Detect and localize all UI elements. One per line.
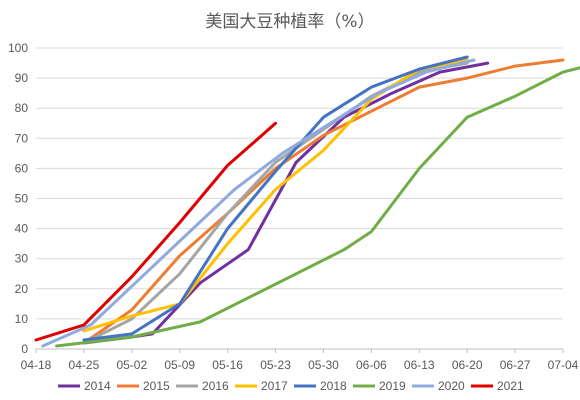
y-tick-label: 60	[15, 161, 29, 175]
legend-item-2016: 2016	[176, 379, 229, 393]
y-tick-label: 20	[15, 282, 29, 296]
legend-item-2015: 2015	[117, 379, 170, 393]
series-line-2021	[34, 121, 277, 342]
legend-label: 2018	[320, 379, 347, 393]
legend-label: 2017	[261, 379, 288, 393]
x-tick-label: 05-09	[164, 358, 195, 372]
y-tick-label: 40	[15, 222, 29, 236]
legend: 2014 2015 2016 2017 2018 2019 2020 2021	[58, 379, 524, 393]
legend-label: 2015	[143, 379, 170, 393]
series-line-2015	[82, 58, 565, 345]
series-line-2018	[82, 55, 469, 342]
series-line-2020	[41, 58, 476, 348]
x-tick-label: 05-02	[116, 358, 147, 372]
series-line-2017	[82, 58, 469, 333]
legend-label: 2016	[202, 379, 229, 393]
legend-item-2017: 2017	[235, 379, 288, 393]
x-tick-label: 06-13	[404, 358, 435, 372]
legend-item-2018: 2018	[294, 379, 347, 393]
legend-item-2019: 2019	[353, 379, 406, 393]
y-tick-label: 50	[15, 192, 29, 206]
x-axis: 04-18 04-25 05-02 05-09 05-16 05-23 05-30 06-06…	[21, 348, 579, 372]
legend-label: 2020	[438, 379, 465, 393]
x-tick-label: 05-23	[260, 358, 291, 372]
y-tick-label: 90	[15, 71, 29, 85]
legend-item-2014: 2014	[58, 379, 111, 393]
legend-item-2021: 2021	[471, 379, 524, 393]
x-tick-label: 04-25	[69, 358, 100, 372]
x-tick-label: 06-06	[356, 358, 387, 372]
series-line-2019	[55, 66, 580, 348]
grid	[36, 47, 563, 320]
series-line-2014	[82, 61, 490, 345]
x-tick-label: 07-04	[548, 358, 579, 372]
y-axis: 0 10 20 30 40 50 60 70 80 90 100	[8, 41, 28, 356]
y-tick-label: 80	[15, 101, 29, 115]
legend-label: 2019	[379, 379, 406, 393]
y-tick-label: 100	[8, 41, 28, 55]
legend-label: 2021	[497, 379, 524, 393]
y-tick-label: 10	[15, 312, 29, 326]
x-tick-label: 05-30	[308, 358, 339, 372]
x-tick-label: 04-18	[21, 358, 52, 372]
chart-title: 美国大豆种植率（%）	[205, 12, 374, 32]
x-tick-label: 05-16	[212, 358, 243, 372]
plot-area	[34, 55, 580, 348]
x-tick-label: 06-27	[500, 358, 531, 372]
y-tick-label: 70	[15, 131, 29, 145]
legend-label: 2014	[84, 379, 111, 393]
y-tick-label: 30	[15, 252, 29, 266]
y-tick-label: 0	[21, 342, 28, 356]
x-tick-label: 06-20	[452, 358, 483, 372]
legend-item-2020: 2020	[412, 379, 465, 393]
